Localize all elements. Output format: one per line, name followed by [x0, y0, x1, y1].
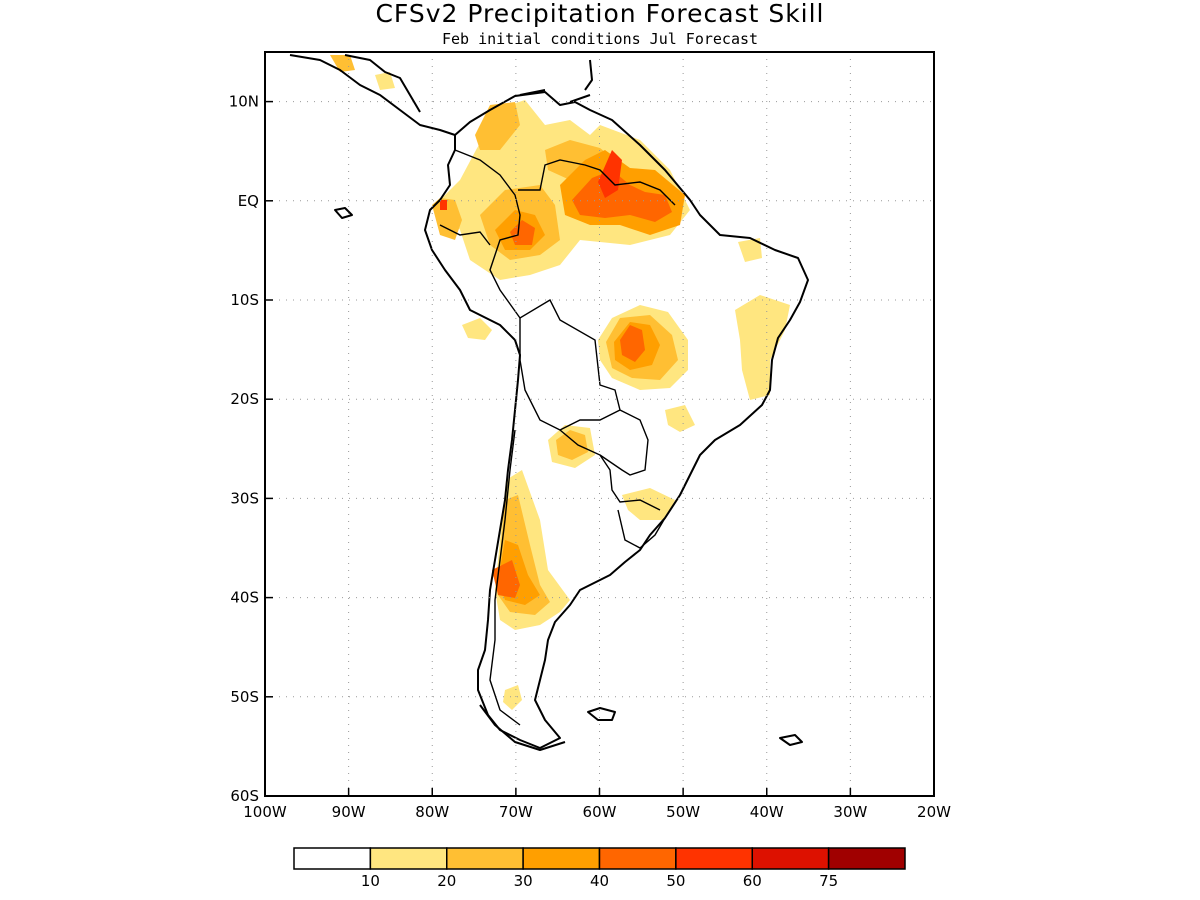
map-subtitle: Feb initial conditions Jul Forecast — [442, 30, 758, 48]
lat-tick-label: 50S — [230, 688, 259, 706]
tierra-del-fuego — [479, 704, 566, 751]
colorbar-swatch — [751, 847, 830, 870]
skill-area-patagonia — [503, 685, 522, 710]
skill-area-central-america-2 — [375, 72, 395, 90]
colorbar-label: 60 — [743, 872, 762, 890]
colorbar-swatch — [675, 847, 753, 870]
skill-area-peru — [462, 318, 492, 340]
map-title: CFSv2 Precipitation Forecast Skill — [375, 0, 824, 28]
skill-area-ecuador — [432, 198, 462, 240]
borders-venezuela — [518, 159, 676, 206]
lon-tick-label: 80W — [415, 803, 449, 821]
grid-lines — [265, 52, 934, 796]
falkland-islands — [587, 707, 616, 721]
south-america-coastline — [424, 91, 809, 749]
lon-tick-label: 50W — [666, 803, 700, 821]
skill-area-chaco-30 — [556, 430, 588, 460]
borders-peru-ecuador — [439, 224, 491, 246]
lat-tick-label: 60S — [230, 787, 259, 805]
lon-axis: 100W 90W 80W 70W 60W 50W 40W 30W 20W — [243, 788, 951, 821]
skill-area-southeast-brazil — [665, 405, 695, 432]
colorbar-swatch — [827, 847, 906, 870]
central-america-coastline-north — [344, 54, 421, 113]
colorbar-swatch — [598, 847, 677, 870]
south-georgia — [779, 734, 803, 746]
colorbar-label: 20 — [437, 872, 456, 890]
lat-tick-label: 30S — [230, 489, 259, 507]
lon-tick-label: 90W — [332, 803, 366, 821]
coastlines — [289, 54, 809, 751]
lon-tick-label: 40W — [750, 803, 784, 821]
galapagos — [334, 207, 353, 219]
colorbar-label: 10 — [361, 872, 380, 890]
colorbar-label: 40 — [590, 872, 609, 890]
central-america-coastline — [289, 54, 456, 136]
skill-area-colombia — [475, 102, 520, 150]
lat-tick-label: 10N — [229, 93, 259, 111]
colorbar-swatch — [293, 847, 372, 870]
skill-area-northeast-brazil — [735, 295, 790, 400]
colorbar-swatch — [369, 847, 448, 870]
skill-area-guianas-50 — [572, 170, 672, 222]
lat-axis: 10N EQ 10S 20S 30S 40S 50S 60S — [229, 93, 273, 805]
lat-tick-label: 10S — [230, 291, 259, 309]
caribbean-islands — [519, 59, 593, 103]
borders-paraguay — [559, 429, 661, 511]
skill-area-central-brazil-50 — [620, 325, 645, 362]
borders-argentina-chile — [489, 429, 521, 726]
country-borders — [439, 149, 676, 726]
colorbar-label: 75 — [819, 872, 838, 890]
lon-tick-label: 70W — [499, 803, 533, 821]
colorbar-label: 50 — [666, 872, 685, 890]
lon-tick-label: 20W — [917, 803, 951, 821]
borders-uruguay — [617, 509, 666, 549]
skill-shading — [330, 55, 790, 710]
colorbar-label: 30 — [514, 872, 533, 890]
colorbar: 10 20 30 40 50 60 75 — [293, 847, 906, 890]
skill-area-amazon-50 — [510, 220, 535, 245]
lat-tick-label: 20S — [230, 390, 259, 408]
lon-tick-label: 30W — [833, 803, 867, 821]
colorbar-swatch — [522, 847, 601, 870]
skill-area-northeast-brazil-2 — [738, 238, 762, 262]
lon-tick-label: 100W — [243, 803, 287, 821]
skill-area-guianas-60 — [598, 150, 622, 198]
plot-area — [264, 51, 935, 797]
borders-north — [454, 149, 649, 476]
lat-tick-label: 40S — [230, 589, 259, 607]
skill-area-ecuador-60 — [440, 200, 447, 210]
lon-tick-label: 60W — [583, 803, 617, 821]
borders-bolivia — [519, 318, 621, 431]
lat-tick-label: EQ — [238, 192, 259, 210]
colorbar-swatch — [446, 847, 524, 870]
